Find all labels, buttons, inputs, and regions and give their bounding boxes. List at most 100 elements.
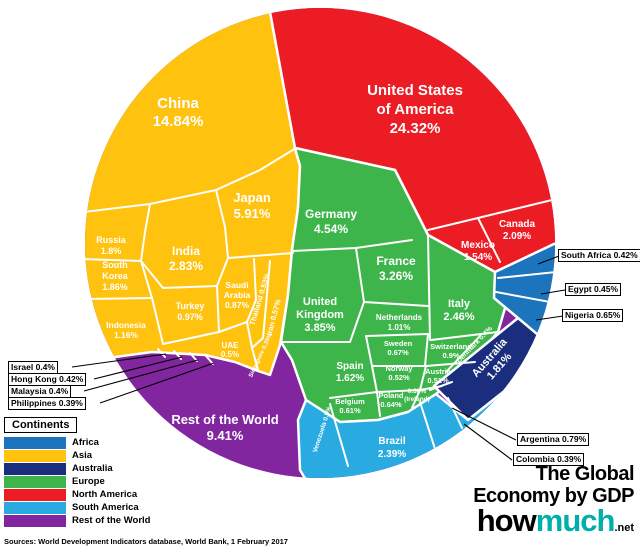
callout-line bbox=[540, 289, 566, 295]
country-border-line bbox=[419, 401, 437, 453]
legend-label: Australia bbox=[72, 463, 113, 474]
country-border-line bbox=[425, 361, 476, 367]
legend-swatch bbox=[4, 501, 66, 514]
legend-row: South America bbox=[4, 501, 150, 514]
region-label-germany: Germany 4.54% bbox=[305, 207, 357, 236]
country-border-line bbox=[363, 301, 429, 307]
callout-line bbox=[71, 353, 167, 368]
country-border-line bbox=[477, 217, 501, 263]
region-label-indonesia: Indonesia 1.16% bbox=[106, 320, 146, 340]
legend-title: Continents bbox=[4, 417, 78, 433]
country-border-line bbox=[477, 199, 553, 219]
country-border-line bbox=[140, 260, 153, 299]
country-border-line bbox=[85, 258, 142, 262]
region-label-italy: Italy 2.46% bbox=[443, 298, 474, 323]
legend-swatch bbox=[4, 462, 66, 475]
chart-title-line-1: The Global bbox=[535, 463, 635, 485]
region-label-sweden: Sweden 0.67% bbox=[384, 339, 413, 357]
callout-line bbox=[93, 356, 183, 380]
region-label-south_korea: South Korea 1.86% bbox=[102, 260, 129, 292]
region-label-brazil: Brazil 2.39% bbox=[378, 436, 406, 460]
chart-title: The Global Economy by GDP bbox=[473, 463, 635, 507]
legend: Continents Africa Asia Australia Europe Nort… bbox=[4, 415, 150, 527]
country-border-line bbox=[215, 189, 294, 260]
callout-line bbox=[463, 423, 513, 461]
legend-label: Asia bbox=[72, 450, 93, 461]
country-borders bbox=[85, 147, 555, 467]
country-border-line bbox=[140, 203, 151, 262]
country-border-line bbox=[424, 333, 429, 367]
region-label-poland: Poland 0.64% bbox=[378, 391, 403, 409]
callout-egypt: Egypt 0.45% bbox=[565, 283, 622, 296]
region-label-belgium: Belgium 0.61% bbox=[335, 397, 365, 415]
legend-row: Africa bbox=[4, 436, 150, 449]
region-africa bbox=[492, 242, 555, 362]
callout-line bbox=[99, 362, 215, 404]
region-label-canada: Canada 2.09% bbox=[499, 219, 536, 242]
country-border-line bbox=[445, 335, 481, 373]
callout-line bbox=[535, 315, 564, 321]
region-label-uae: UAE 0.5% bbox=[221, 341, 239, 359]
region-label-ireland: 0.38% (Ireland) bbox=[404, 388, 430, 403]
country-border-line bbox=[218, 321, 248, 333]
country-border-line bbox=[371, 365, 378, 393]
country-border-line bbox=[411, 385, 443, 409]
callout-nigeria: Nigeria 0.65% bbox=[562, 309, 624, 322]
legend-swatch bbox=[4, 449, 66, 462]
chart-title-line-2: Economy by GDP bbox=[473, 484, 634, 507]
legend-label: North America bbox=[72, 489, 138, 500]
country-border-line bbox=[189, 352, 198, 362]
country-border-line bbox=[216, 257, 229, 287]
legend-swatch bbox=[4, 488, 66, 501]
country-border-line bbox=[329, 403, 349, 467]
region-label-france: France 3.26% bbox=[376, 254, 416, 283]
howmuch-logo: howmuch.net bbox=[477, 505, 634, 536]
region-label-austria: Austria 0.51% bbox=[425, 367, 452, 385]
country-border-line bbox=[365, 333, 429, 337]
legend-row: Asia bbox=[4, 449, 150, 462]
callout-argentina: Argentina 0.79% bbox=[517, 433, 590, 446]
region-label-uk: United Kingdom 3.85% bbox=[296, 296, 344, 334]
region-label-mexico: Mexico 1.54% bbox=[461, 240, 495, 263]
country-border-line bbox=[427, 217, 479, 231]
howmuch-logo-much: much bbox=[535, 503, 616, 538]
region-label-turkey: Turkey 0.97% bbox=[176, 301, 205, 322]
callout-south_africa: South Africa 0.42% bbox=[558, 249, 640, 262]
legend-label: Europe bbox=[72, 476, 105, 487]
country-border-line bbox=[365, 335, 373, 367]
legend-label: South America bbox=[72, 502, 139, 513]
country-border-line bbox=[216, 285, 220, 333]
country-border-line bbox=[140, 260, 218, 290]
region-label-usa: United States of America 24.32% bbox=[367, 82, 463, 137]
region-label-saudi_arabia: Saudi Arabia 0.87% bbox=[224, 280, 251, 310]
legend-swatch bbox=[4, 514, 66, 527]
region-label-netherlands: Netherlands 1.01% bbox=[376, 313, 423, 332]
country-border-line bbox=[376, 391, 381, 417]
country-border-line bbox=[205, 355, 214, 365]
legend-row: North America bbox=[4, 488, 150, 501]
region-label-rest_of_world: Rest of the World 9.41% bbox=[171, 412, 278, 443]
country-border-line bbox=[495, 291, 551, 303]
callout-line bbox=[451, 407, 517, 441]
country-border-line bbox=[162, 331, 220, 345]
callout-lines bbox=[71, 255, 566, 461]
country-border-line bbox=[376, 389, 421, 393]
country-border-line bbox=[251, 260, 271, 349]
region-label-japan: Japan 5.91% bbox=[233, 190, 271, 221]
callout-colombia: Colombia 0.39% bbox=[513, 453, 585, 466]
country-border-line bbox=[430, 331, 499, 341]
country-border-line bbox=[447, 397, 463, 429]
legend-row: Australia bbox=[4, 462, 150, 475]
country-border-line bbox=[151, 297, 164, 345]
country-border-line bbox=[497, 271, 555, 279]
legend-row: Rest of the World bbox=[4, 514, 150, 527]
legend-label: Rest of the World bbox=[72, 515, 151, 526]
region-label-norway: Norway 0.52% bbox=[385, 364, 413, 382]
country-border-line bbox=[329, 391, 378, 399]
callout-philippines: Philippines 0.39% bbox=[8, 397, 86, 410]
country-border-line bbox=[157, 348, 166, 358]
legend-swatch bbox=[4, 475, 66, 488]
source-note: Sources: World Development Indicators da… bbox=[4, 537, 288, 546]
